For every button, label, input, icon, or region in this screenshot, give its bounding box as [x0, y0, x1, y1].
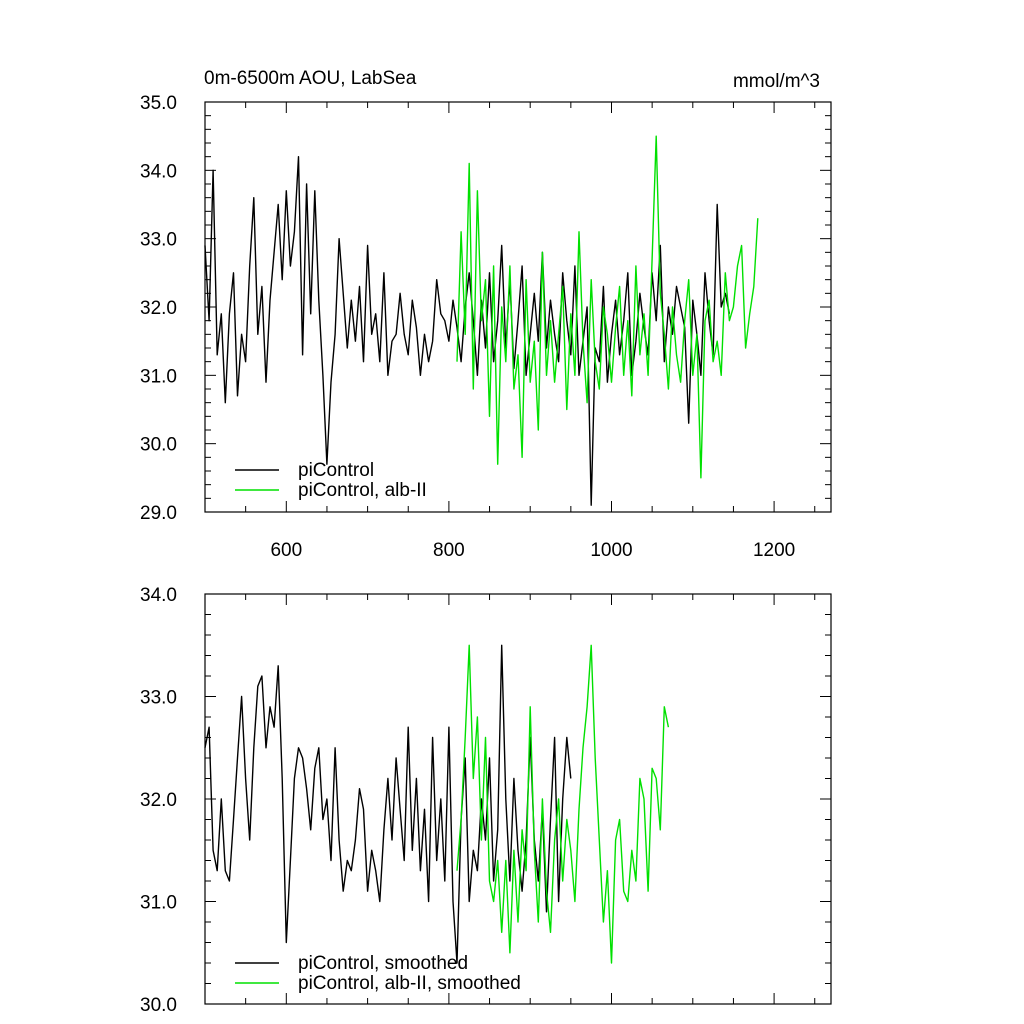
- y-tick-label: 32.0: [140, 790, 177, 811]
- y-tick-label: 34.0: [140, 585, 177, 606]
- y-tick-label: 30.0: [140, 435, 177, 456]
- x-tick-label: 1200: [753, 540, 795, 561]
- y-tick-label: 35.0: [140, 93, 177, 114]
- x-tick-label: 1000: [590, 540, 632, 561]
- legend-label: piControl: [298, 460, 374, 481]
- plot-frame: [204, 593, 832, 1005]
- chart-title: 0m-6500m AOU, LabSea: [204, 68, 417, 89]
- x-tick-label: 800: [433, 540, 465, 561]
- units-label: mmol/m^3: [733, 71, 820, 92]
- legend-label: piControl, smoothed: [298, 953, 468, 974]
- y-tick-label: 31.0: [140, 893, 177, 914]
- y-tick-label: 31.0: [140, 366, 177, 387]
- y-tick-label: 33.0: [140, 230, 177, 251]
- series-line-0: [204, 155, 731, 506]
- legend-label: piControl, alb-II, smoothed: [298, 973, 521, 994]
- series-line-1: [456, 644, 670, 964]
- x-tick-label: 600: [270, 540, 302, 561]
- series-line-0: [204, 644, 572, 964]
- y-tick-label: 34.0: [140, 161, 177, 182]
- legend-label: piControl, alb-II: [298, 480, 427, 501]
- y-tick-label: 30.0: [140, 995, 177, 1016]
- y-tick-label: 29.0: [140, 503, 177, 524]
- y-tick-label: 32.0: [140, 298, 177, 319]
- bottom-panel: 30.0 31.0 32.0 33.0 34.0 piControl, smoothedp…: [140, 585, 832, 1016]
- series-line-1: [456, 135, 759, 479]
- y-tick-label: 33.0: [140, 688, 177, 709]
- top-panel: 600 800 1000 1200 29.0 30.0 31.0 32.0 33.0 34.0 35…: [140, 93, 832, 561]
